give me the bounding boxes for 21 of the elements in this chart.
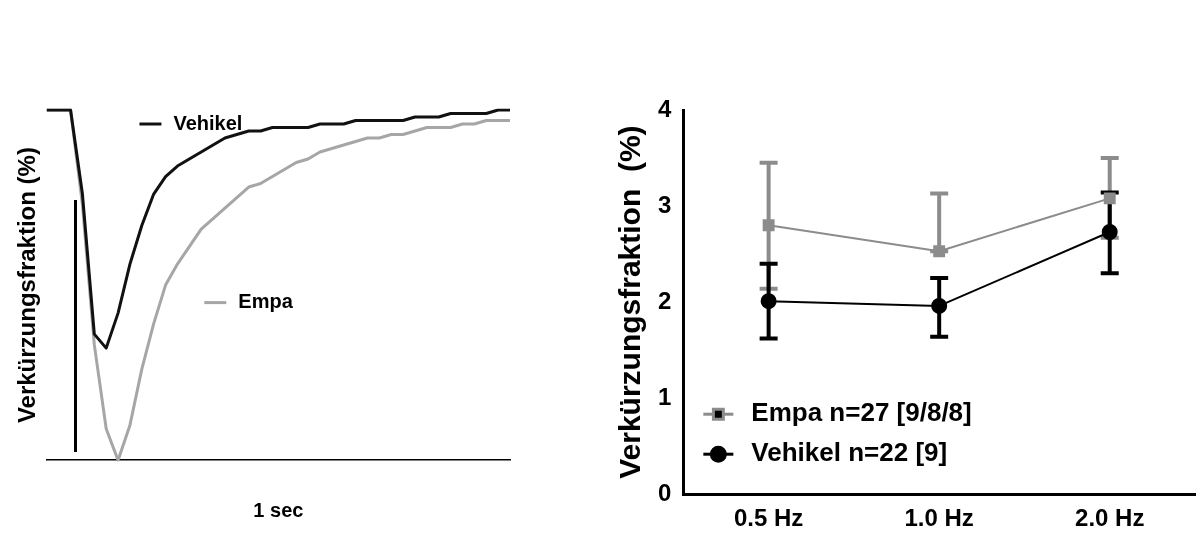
x-axis-title: 1 sec (253, 498, 304, 521)
y-tick-label: 4 (657, 94, 672, 122)
legend-label: Empa (238, 290, 294, 313)
x-tick-label: 2.0 Hz (1075, 504, 1145, 532)
y-tick-label: 2 (657, 286, 672, 314)
y-axis-title: Verkürzungsfraktion (%) (613, 125, 647, 479)
point (931, 297, 948, 314)
y-tick-label: 0 (657, 478, 672, 506)
legend-label: Vehikel n=22 [9] (751, 437, 948, 468)
point (933, 245, 946, 258)
point (760, 293, 777, 310)
point (1101, 223, 1118, 240)
y-tick-label: 3 (657, 190, 672, 218)
y-tick-label: 1 (657, 382, 672, 410)
x-tick-label: 1.0 Hz (904, 504, 974, 532)
legend-label: Empa n=27 [9/8/8] (751, 397, 972, 428)
legend-label: Vehikel (173, 111, 243, 134)
point (1103, 192, 1116, 205)
point (762, 219, 775, 232)
x-tick-label: 0.5 Hz (733, 504, 804, 532)
y-axis-title: Verkürzungsfraktion (%) (13, 147, 41, 424)
